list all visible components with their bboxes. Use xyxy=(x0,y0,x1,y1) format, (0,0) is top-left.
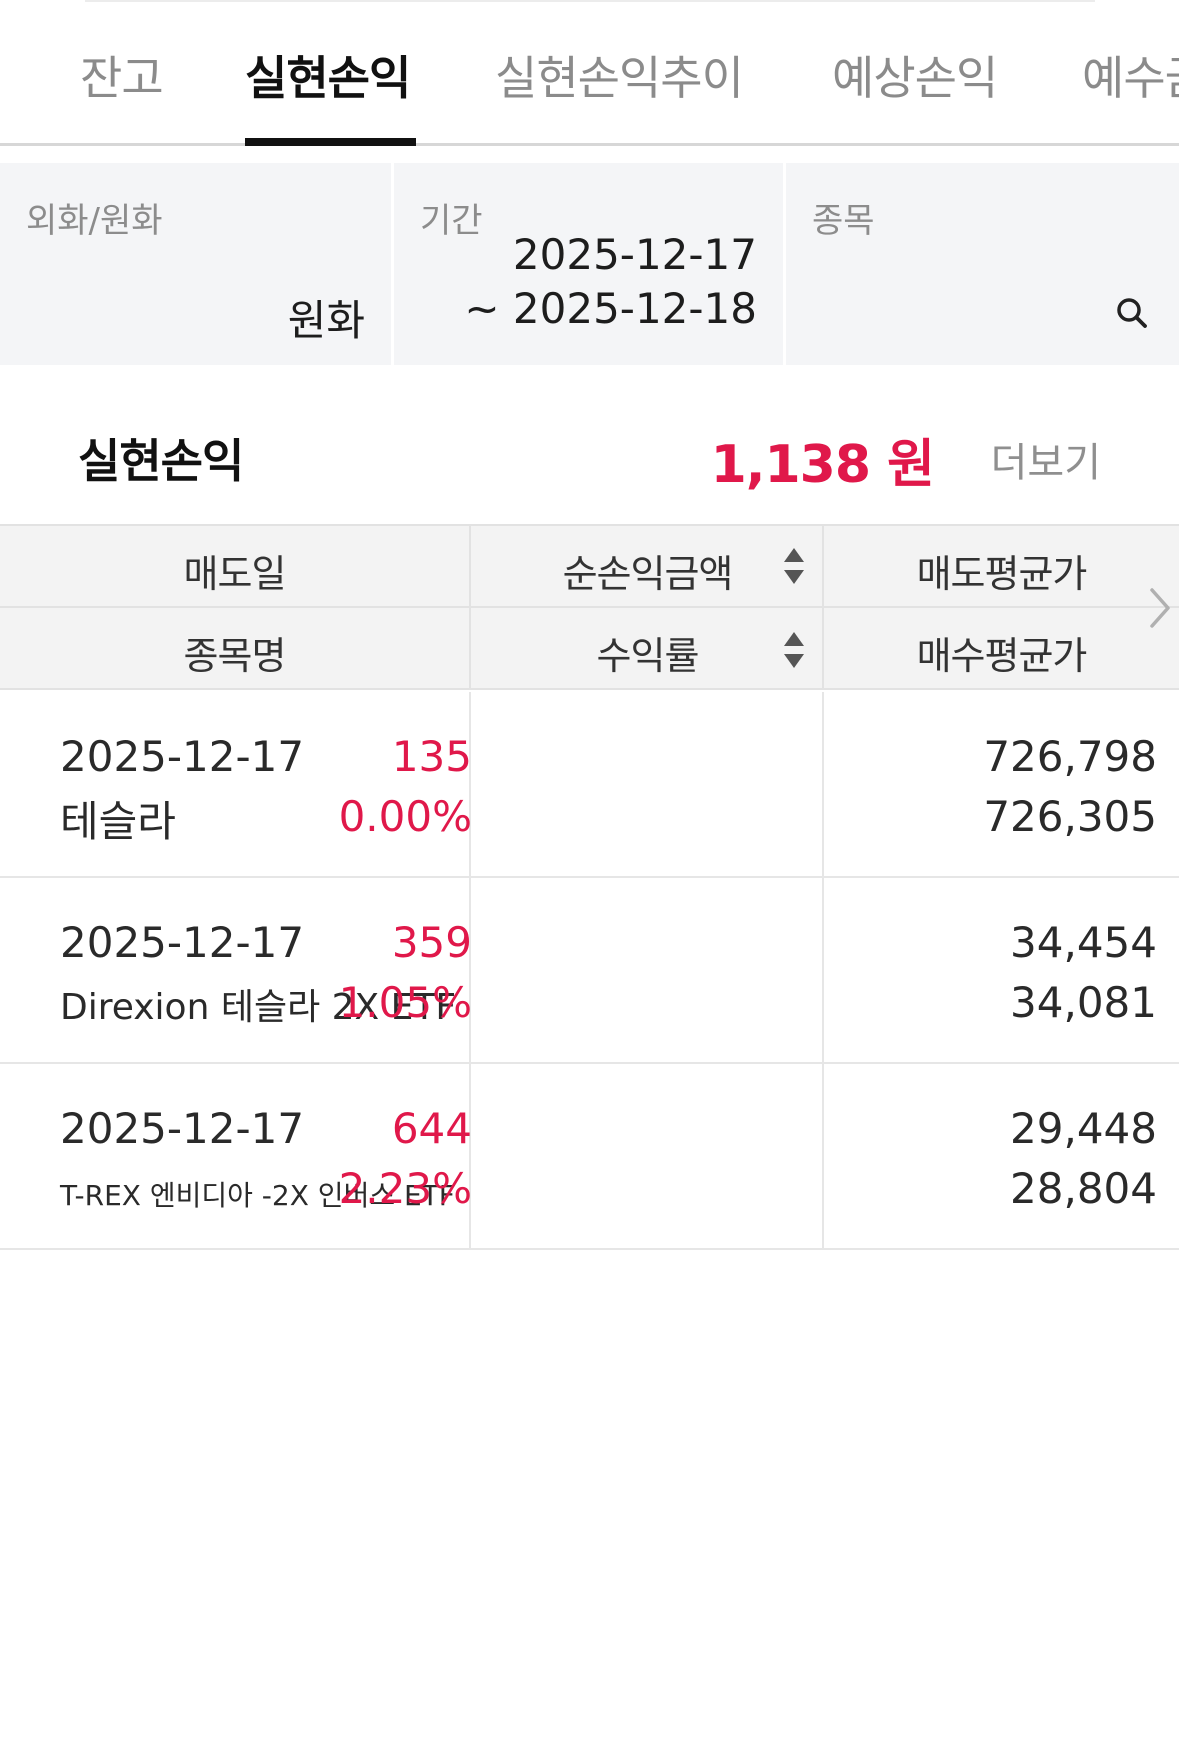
realized-pnl-summary: 실현손익 1,138 원 더보기 xyxy=(0,380,1179,522)
sell-avg-price: 34,454 xyxy=(1010,918,1157,967)
currency-filter-label: 외화/원화 xyxy=(26,201,163,241)
tab-expected-pnl[interactable]: 예상손익 xyxy=(832,51,998,105)
table-row[interactable]: 2025-12-17 Direxion 테슬라 2X ETF 359 1.05%… xyxy=(0,878,1179,1064)
table-row[interactable]: 2025-12-17 테슬라 135 0.00% 726,798 726,305 xyxy=(0,692,1179,878)
header-col-divider xyxy=(822,526,824,690)
row-col-divider xyxy=(822,1064,824,1248)
return-rate: 1.05% xyxy=(338,978,472,1027)
header-stock-name: 종목명 xyxy=(183,634,287,678)
sell-avg-price: 29,448 xyxy=(1010,1104,1157,1153)
top-divider xyxy=(85,0,1095,2)
stock-name: T-REX 엔비디아 -2X 인버스 ETF xyxy=(60,1179,455,1212)
buy-avg-price: 726,305 xyxy=(983,792,1157,841)
period-filter-label: 기간 xyxy=(420,201,483,241)
row-col-divider xyxy=(469,878,471,1062)
stock-filter[interactable]: 종목 xyxy=(786,163,1179,365)
header-return-rate[interactable]: 수익률 xyxy=(596,634,700,678)
sell-avg-price: 726,798 xyxy=(983,732,1157,781)
stock-name: Direxion 테슬라 2X ETF xyxy=(60,987,457,1028)
row-col-divider xyxy=(469,1064,471,1248)
tab-realized-pnl-trend[interactable]: 실현손익추이 xyxy=(495,51,744,105)
stock-filter-label: 종목 xyxy=(812,201,875,241)
sort-icon[interactable] xyxy=(783,630,805,670)
tab-deposit[interactable]: 예수금 xyxy=(1082,51,1179,105)
search-icon[interactable] xyxy=(1115,296,1149,330)
row-col-divider xyxy=(822,692,824,876)
sell-date: 2025-12-17 xyxy=(60,1104,305,1153)
currency-filter[interactable]: 외화/원화 원화 xyxy=(0,163,391,365)
more-button[interactable]: 더보기 xyxy=(990,440,1101,486)
header-net-pnl[interactable]: 순손익금액 xyxy=(562,552,734,596)
header-sell-date: 매도일 xyxy=(183,552,287,596)
summary-title: 실현손익 xyxy=(78,434,244,488)
filter-bar: 외화/원화 원화 기간 2025-12-17 ~ 2025-12-18 종목 xyxy=(0,163,1179,365)
tab-bar: 잔고 실현손익 실현손익추이 예상손익 예수금 xyxy=(0,0,1179,146)
pnl-table-body: 2025-12-17 테슬라 135 0.00% 726,798 726,305… xyxy=(0,692,1179,1250)
return-rate: 0.00% xyxy=(338,792,472,841)
net-pnl-amount: 135 xyxy=(391,732,472,781)
period-start-date: 2025-12-17 xyxy=(512,230,757,279)
buy-avg-price: 28,804 xyxy=(1010,1164,1157,1213)
row-col-divider xyxy=(822,878,824,1062)
sell-date: 2025-12-17 xyxy=(60,732,305,781)
tab-realized-pnl[interactable]: 실현손익 xyxy=(245,51,411,105)
header-buy-avg-price: 매수평균가 xyxy=(916,634,1088,678)
header-sell-avg-price: 매도평균가 xyxy=(916,552,1088,596)
return-rate: 2.23% xyxy=(338,1164,472,1213)
summary-total-amount: 1,138 원 xyxy=(710,435,935,495)
tab-balance[interactable]: 잔고 xyxy=(80,51,164,105)
net-pnl-amount: 644 xyxy=(391,1104,472,1153)
sell-date: 2025-12-17 xyxy=(60,918,305,967)
net-pnl-amount: 359 xyxy=(391,918,472,967)
row-col-divider xyxy=(469,692,471,876)
active-tab-indicator xyxy=(245,138,416,146)
table-row[interactable]: 2025-12-17 T-REX 엔비디아 -2X 인버스 ETF 644 2.… xyxy=(0,1064,1179,1250)
currency-filter-value: 원화 xyxy=(287,296,365,345)
buy-avg-price: 34,081 xyxy=(1010,978,1157,1027)
stock-name: 테슬라 xyxy=(60,797,176,846)
period-end-date: ~ 2025-12-18 xyxy=(464,284,757,333)
header-divider xyxy=(0,606,1179,608)
header-col-divider xyxy=(469,526,471,690)
sort-icon[interactable] xyxy=(783,546,805,586)
table-header: 매도일 순손익금액 매도평균가 종목명 수익률 매수평균가 xyxy=(0,524,1179,690)
chevron-right-icon[interactable] xyxy=(1147,586,1173,630)
period-filter[interactable]: 기간 2025-12-17 ~ 2025-12-18 xyxy=(394,163,783,365)
